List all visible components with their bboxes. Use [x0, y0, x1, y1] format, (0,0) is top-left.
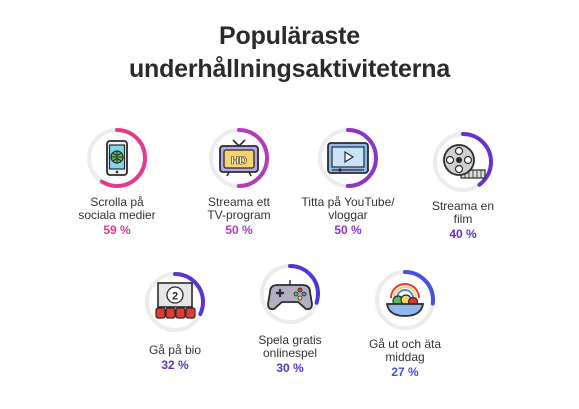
film-reel-icon [443, 144, 486, 179]
activity-cinema: 2 Gå på bio 32 % [110, 270, 240, 372]
percent-ring: HD [209, 128, 269, 188]
activity-stream-film: Streama en film 40 % [398, 130, 528, 241]
activity-percentage: 50 % [334, 223, 362, 237]
activity-label: Scrolla på sociala medier [78, 195, 156, 222]
title-line-2: underhållningsaktiviteterna [128, 55, 451, 83]
activity-percentage: 32 % [161, 358, 189, 372]
smartphone-globe-icon [106, 140, 128, 176]
hd-tv-icon: HD [219, 139, 259, 177]
percent-arc [318, 128, 378, 188]
percent-ring: 2 [145, 272, 205, 332]
activity-label: Gå ut och äta middag [368, 337, 442, 364]
activity-percentage: 27 % [391, 365, 419, 379]
activity-label: Spela gratis onlinespel [258, 333, 322, 360]
activity-percentage: 50 % [225, 223, 253, 237]
percent-arc [87, 128, 147, 188]
activity-label: Streama ett TV-program [207, 195, 271, 222]
activity-label: Streama en film [431, 199, 495, 226]
activity-label: Titta på YouTube/ vloggar [301, 195, 395, 222]
gamepad-icon [267, 280, 313, 311]
activity-tv-program: HD Streama ett TV-program 50 % [174, 126, 304, 237]
percent-arc [375, 270, 435, 330]
percent-ring [87, 128, 147, 188]
activity-dinner-out: Gå ut och äta middag 27 % [340, 268, 470, 379]
percent-ring [260, 264, 320, 324]
activity-percentage: 40 % [449, 227, 477, 241]
percent-ring [318, 128, 378, 188]
page-title: Populäraste underhållningsaktiviteterna [0, 20, 579, 86]
percent-arc [433, 132, 493, 192]
video-player-icon [327, 142, 369, 174]
percent-ring [433, 132, 493, 192]
svg-text:2: 2 [172, 291, 178, 303]
activity-label: Gå på bio [148, 343, 202, 357]
title-line-1: Populäraste [219, 22, 360, 50]
svg-text:HD: HD [231, 155, 247, 167]
activity-social-media: Scrolla på sociala medier 59 % [52, 126, 182, 237]
percent-arc [260, 264, 320, 324]
activity-percentage: 30 % [276, 361, 304, 375]
cinema-seats-icon: 2 [155, 282, 196, 319]
percent-ring [375, 270, 435, 330]
activity-percentage: 59 % [103, 223, 131, 237]
activity-youtube-vlogs: Titta på YouTube/ vloggar 50 % [283, 126, 413, 237]
percent-arc [145, 272, 205, 332]
percent-arc [209, 128, 269, 188]
activity-online-games: Spela gratis onlinespel 30 % [225, 262, 355, 375]
food-bowl-icon [385, 283, 425, 317]
